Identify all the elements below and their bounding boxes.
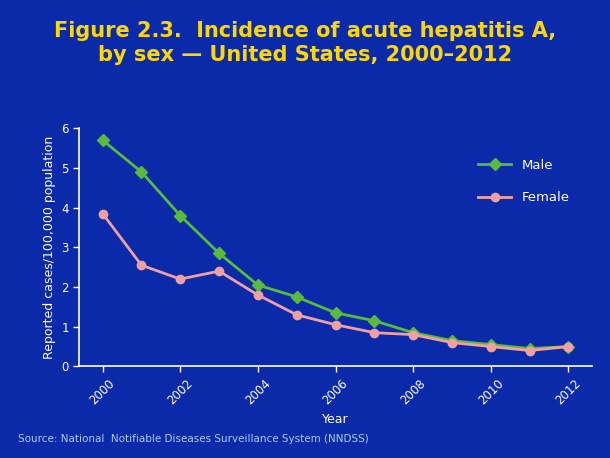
Female bbox=[565, 344, 572, 349]
Male bbox=[332, 310, 339, 316]
Female bbox=[371, 330, 378, 335]
Female bbox=[448, 340, 456, 345]
Male bbox=[176, 213, 184, 218]
Line: Male: Male bbox=[98, 136, 573, 353]
Male bbox=[138, 169, 145, 174]
Female bbox=[254, 292, 262, 298]
Female bbox=[176, 276, 184, 282]
Female bbox=[215, 268, 223, 274]
Male bbox=[565, 344, 572, 349]
Male bbox=[215, 251, 223, 256]
Female bbox=[138, 262, 145, 268]
Text: Source: National  Notifiable Diseases Surveillance System (NNDSS): Source: National Notifiable Diseases Sur… bbox=[18, 434, 369, 444]
Female bbox=[99, 211, 106, 216]
Male bbox=[448, 338, 456, 344]
Male bbox=[487, 342, 495, 347]
Female bbox=[409, 332, 417, 338]
Male bbox=[409, 330, 417, 335]
Female bbox=[487, 344, 495, 349]
Male bbox=[99, 137, 106, 143]
Female bbox=[332, 322, 339, 327]
Male bbox=[371, 318, 378, 323]
Y-axis label: Reported cases/100,000 population: Reported cases/100,000 population bbox=[43, 136, 56, 359]
Male bbox=[254, 282, 262, 288]
Line: Female: Female bbox=[98, 209, 573, 354]
Male bbox=[293, 294, 300, 300]
X-axis label: Year: Year bbox=[322, 413, 349, 425]
Female bbox=[526, 348, 533, 353]
Text: Figure 2.3.  Incidence of acute hepatitis A,
by sex — United States, 2000–2012: Figure 2.3. Incidence of acute hepatitis… bbox=[54, 21, 556, 65]
Legend: Male, Female: Male, Female bbox=[478, 158, 570, 204]
Female bbox=[293, 312, 300, 317]
Male bbox=[526, 346, 533, 351]
